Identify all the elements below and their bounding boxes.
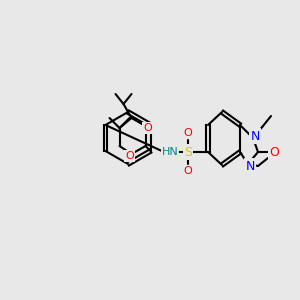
Text: S: S <box>184 146 192 158</box>
Text: O: O <box>184 166 192 176</box>
Text: O: O <box>184 128 192 138</box>
Text: O: O <box>269 146 279 158</box>
Text: HN: HN <box>162 147 178 157</box>
Text: N: N <box>250 130 260 142</box>
Text: N: N <box>245 160 255 172</box>
Text: O: O <box>143 123 152 133</box>
Text: O: O <box>125 151 134 161</box>
